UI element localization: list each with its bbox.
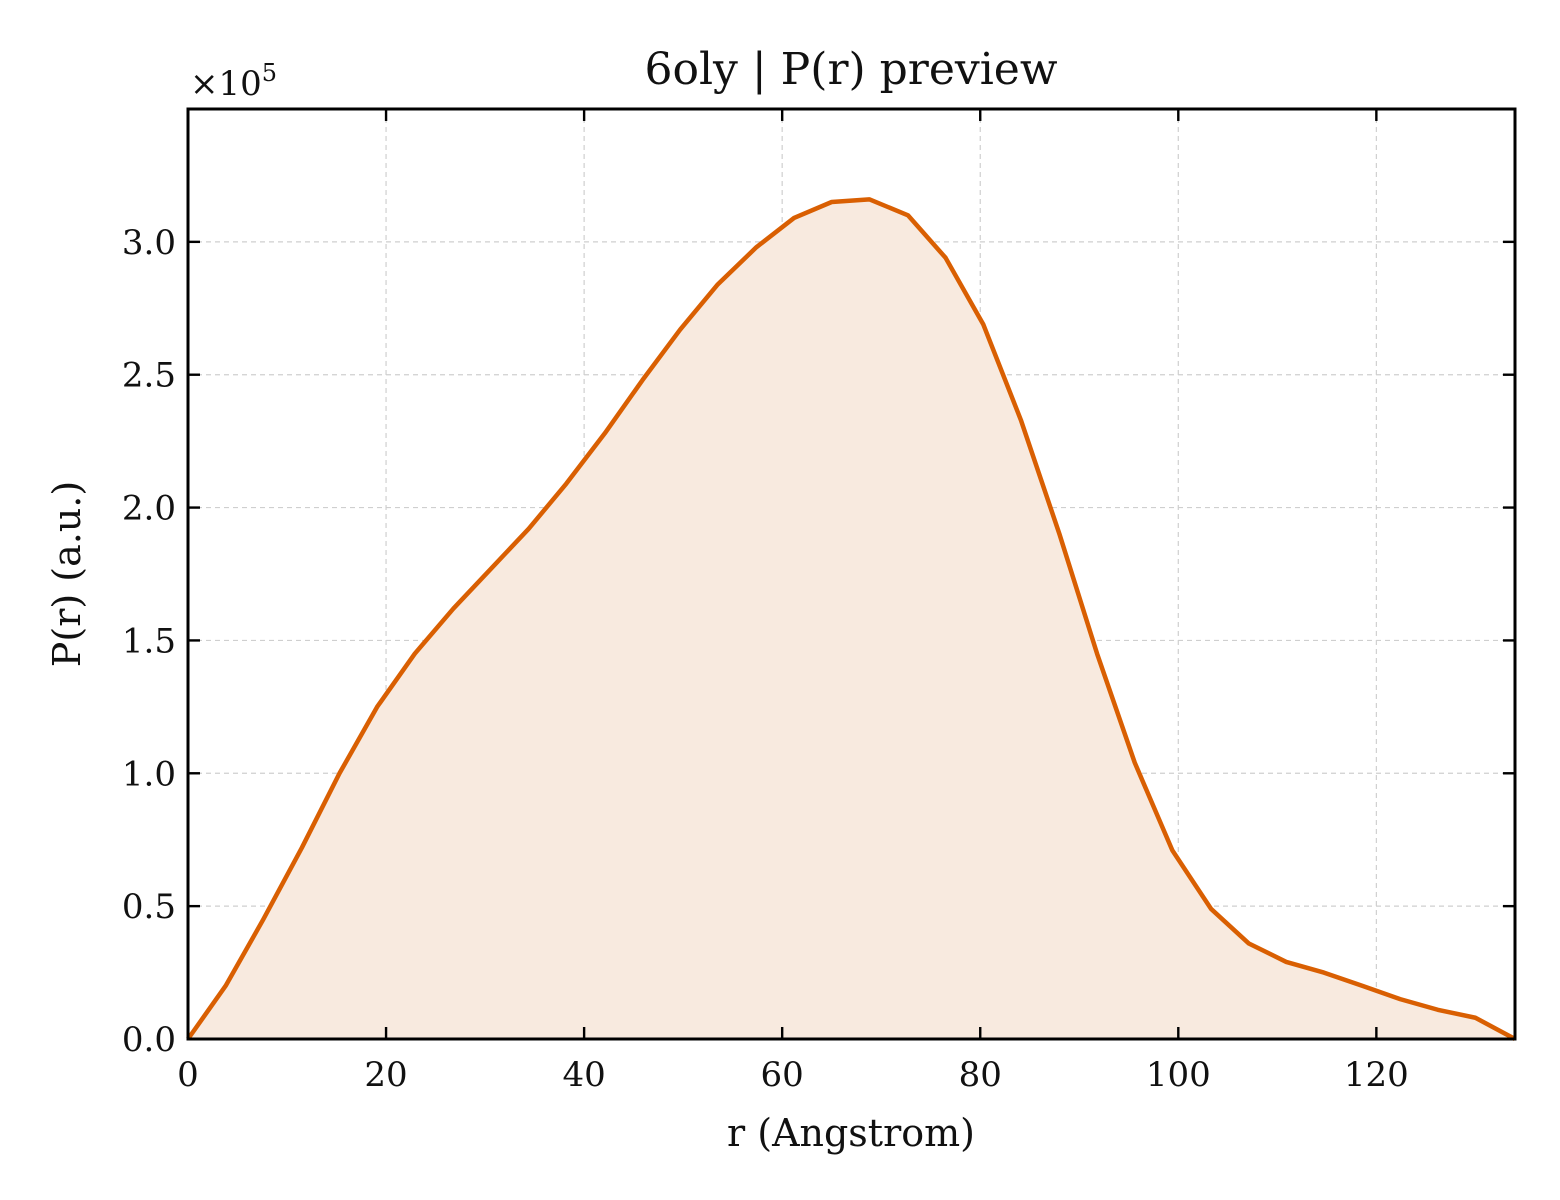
y-tick-label: 0.0 — [122, 1020, 176, 1060]
x-tick-label: 0 — [177, 1055, 199, 1095]
y-offset-label: ×105 — [190, 59, 277, 104]
x-tick-label: 120 — [1344, 1055, 1409, 1095]
y-tick-label: 1.0 — [122, 754, 176, 794]
series-layer — [186, 197, 1517, 1041]
y-tick-label: 2.0 — [122, 489, 176, 529]
chart-title: 6oly | P(r) preview — [644, 44, 1057, 95]
y-offset-base: ×10 — [190, 64, 262, 104]
y-tick-label: 0.5 — [122, 887, 176, 927]
x-tick-label: 20 — [364, 1055, 407, 1095]
y-tick-label: 3.0 — [122, 223, 176, 263]
x-axis-label: r (Angstrom) — [727, 1111, 975, 1155]
series-line — [186, 197, 1517, 1041]
plot-frame — [186, 107, 1517, 1041]
x-tick-label: 40 — [562, 1055, 605, 1095]
ticks: 0 20 40 60 80 100 120 0.0 0.5 1.0 1.5 2.0 2.5 3.0 — [122, 109, 1515, 1095]
x-tick-label: 60 — [761, 1055, 804, 1095]
y-tick-label: 1.5 — [122, 621, 176, 661]
y-offset-exponent: 5 — [262, 59, 277, 87]
y-axis-label: P(r) (a.u.) — [45, 481, 89, 667]
series-area-fill — [188, 199, 1515, 1040]
y-tick-label: 2.5 — [122, 356, 176, 396]
x-tick-label: 80 — [959, 1055, 1002, 1095]
x-tick-label: 100 — [1146, 1055, 1211, 1095]
